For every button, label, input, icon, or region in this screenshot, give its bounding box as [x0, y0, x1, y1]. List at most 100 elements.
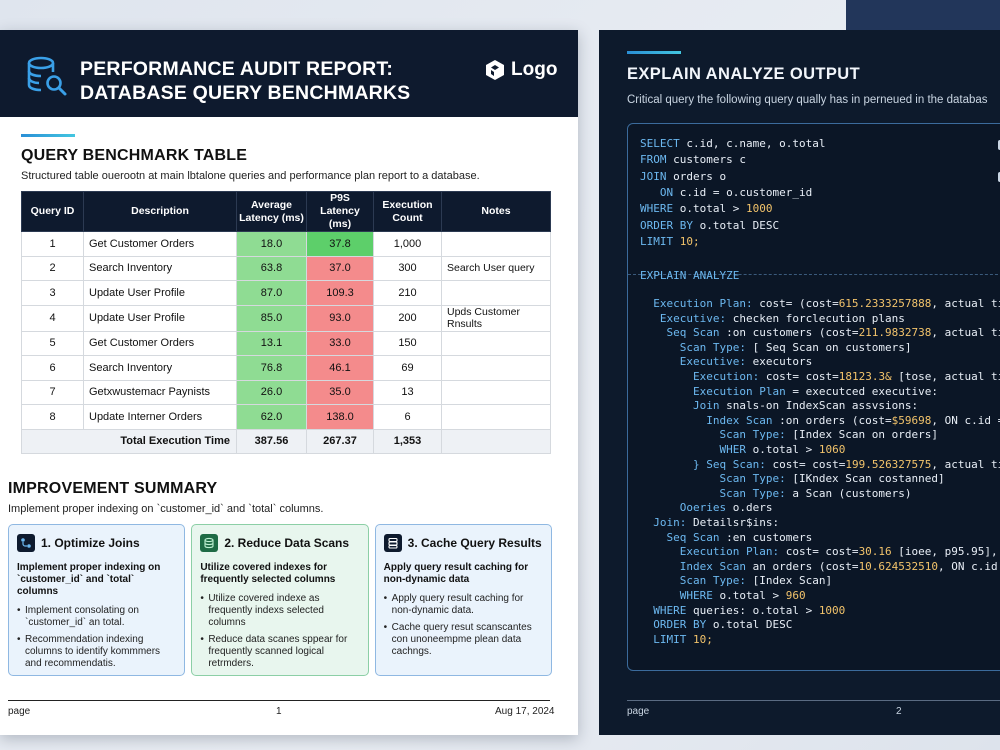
notes-cell: [441, 355, 551, 381]
column-header: Query ID: [21, 191, 84, 232]
code-text: [ Seq Scan on customers]: [745, 340, 912, 354]
code-line: Execution Plan: cost= cost=30.16 [ioee, …: [640, 545, 1000, 558]
p95-latency-cell: 46.1: [306, 355, 374, 381]
execution-count-cell: 1,000: [373, 231, 442, 257]
code-line: Execution Plan: cost= (cost=615.23332578…: [640, 297, 1000, 310]
code-text: executors: [745, 355, 813, 369]
explain-subtitle: Critical query the following query quall…: [627, 94, 988, 106]
query-id-cell: 8: [21, 404, 84, 430]
avg-latency-cell: 26.0: [236, 379, 307, 405]
code-text: customers c: [666, 153, 746, 167]
code-number: $59698: [891, 413, 932, 427]
card-bullet: Cache query resut scanscantes con unonee…: [384, 622, 543, 658]
improvement-card-joins: 1. Optimize Joins Implement proper index…: [8, 524, 186, 676]
code-block: EXPLAIN ANALYZE SELECT c.id, c.name, o.t…: [627, 123, 1000, 671]
column-header: Average Latency (ms): [236, 191, 307, 232]
summary-subtitle: Implement proper indexing on `customer_i…: [8, 503, 324, 515]
report-header: PERFORMANCE AUDIT REPORT: DATABASE QUERY…: [0, 30, 578, 117]
code-keyword: } Seq Scan:: [640, 457, 766, 471]
execution-count-cell: 69: [373, 355, 442, 381]
section-accent-line: [21, 134, 75, 137]
code-keyword: WHERE: [640, 589, 713, 602]
report-title: PERFORMANCE AUDIT REPORT: DATABASE QUERY…: [80, 58, 411, 104]
explain-analyze-label: EXPLAIN ANALYZE: [640, 269, 740, 282]
report-page-2: EXPLAIN ANALYZE OUTPUT Critical query th…: [599, 30, 1000, 735]
code-number: 18123.3&: [838, 370, 892, 383]
card-bullet: Reduce data scanes sppear for frequently…: [200, 634, 359, 670]
table-row: 5 Get Customer Orders 13.1 33.0 150: [21, 330, 551, 356]
execution-count-cell: 6: [373, 404, 442, 430]
code-line: WHERE queries: o.total > 1000: [640, 604, 845, 617]
code-text: o.total DESC: [692, 218, 780, 232]
footer-page-label: page: [8, 706, 31, 717]
p95-latency-cell: 37.8: [306, 231, 374, 257]
query-id-cell: 7: [21, 379, 84, 405]
total-avg-cell: 387.56: [236, 428, 307, 454]
report-page-1: PERFORMANCE AUDIT REPORT: DATABASE QUERY…: [0, 30, 578, 735]
footer-page-number: 1: [276, 706, 282, 717]
code-text: checken forclecution plans: [726, 311, 905, 325]
code-line: Join: Detailsr$ins:: [640, 516, 779, 529]
code-line: SELECT c.id, c.name, o.total: [640, 137, 825, 150]
table-row: 2 Search Inventory 63.8 37.0 300 Search …: [21, 255, 551, 281]
footer-divider: [627, 700, 1000, 701]
card-bullet: Apply query result caching for non-dynam…: [384, 593, 543, 617]
code-keyword: FROM: [640, 153, 667, 167]
scroll-marker: [998, 140, 1000, 150]
code-line: Scan Type: [ Seq Scan on customers]: [640, 341, 912, 354]
code-number: 1000: [745, 202, 773, 216]
code-line: Scan Type: [IKndex Scan costanned]: [640, 472, 944, 486]
logo-icon: [486, 60, 504, 80]
code-text: snals-on IndexScan assvsions:: [719, 399, 919, 413]
improvement-cards: 1. Optimize Joins Implement proper index…: [8, 524, 552, 676]
code-text: [686, 633, 693, 646]
card-lead: Apply query result caching for non-dynam…: [383, 562, 529, 585]
card-title: 3. Cache Query Results: [407, 536, 542, 550]
code-line: } Seq Scan: cost= cost=199.526327575, ac…: [640, 458, 1000, 471]
code-keyword: Seq Scan: [640, 530, 720, 544]
code-keyword: Execution Plan:: [640, 545, 780, 559]
code-line: FROM customers c: [640, 153, 746, 166]
code-text: cost= (cost=: [752, 297, 839, 310]
code-keyword: Join:: [640, 516, 687, 529]
column-header: Notes: [441, 191, 551, 232]
code-keyword: WHERE: [640, 202, 674, 216]
benchmark-title: QUERY BENCHMARK TABLE: [21, 147, 248, 164]
footer-date: Aug 17, 2024: [495, 706, 555, 717]
code-keyword: Seq Scan: [640, 326, 720, 340]
code-keyword: Scan Type:: [640, 472, 786, 486]
card-bullet: Utilize covered indexe as frequently ind…: [200, 593, 359, 629]
code-keyword: Executive:: [640, 311, 727, 325]
code-line: Execution Plan = executced executive:: [640, 385, 938, 398]
notes-cell: [441, 280, 551, 306]
code-line: Join snals-on IndexScan assvsions:: [640, 399, 918, 412]
section-accent-line: [627, 51, 681, 54]
code-keyword: JOIN: [640, 169, 667, 183]
code-text: cost= cost=: [765, 457, 846, 471]
code-text: c.id, c.name, o.total: [679, 137, 826, 150]
description-cell: Get Customer Orders: [83, 231, 237, 257]
benchmark-subtitle: Structured table oueroot­n at main lbtal…: [21, 170, 480, 182]
code-keyword: ON: [640, 185, 674, 199]
code-text: [tose, actual tines: [898, 370, 1000, 383]
code-keyword: SELECT: [640, 137, 680, 150]
code-line: WHERE o.total > 1000: [640, 202, 772, 215]
table-row: 8 Update Interner Orders 62.0 138.0 6: [21, 404, 551, 430]
description-cell: Search Inventory: [83, 255, 237, 281]
avg-latency-cell: 85.0: [236, 304, 307, 332]
code-keyword: Execution Plan:: [640, 297, 753, 310]
description-cell: Update User Profile: [83, 304, 237, 332]
benchmark-table: Query ID Description Average Latency (ms…: [21, 191, 551, 454]
improvement-card-scans: 2. Reduce Data Scans Utilize covered ind…: [191, 524, 369, 676]
code-keyword: Execution Plan: [640, 384, 786, 398]
execution-count-cell: 300: [373, 255, 442, 281]
code-line: ON c.id = o.customer_id: [640, 186, 812, 199]
notes-cell: [441, 231, 551, 257]
query-id-cell: 3: [21, 280, 84, 306]
card-title: 2. Reduce Data Scans: [224, 536, 350, 550]
total-count-cell: 1,353: [373, 428, 442, 454]
code-text: cost= cost=: [779, 545, 859, 559]
description-cell: Get Customer Orders: [83, 330, 237, 356]
code-line: Index Scan :on orders (cost=$59698, ON c…: [640, 414, 1000, 427]
p95-latency-cell: 35.0: [306, 379, 374, 405]
